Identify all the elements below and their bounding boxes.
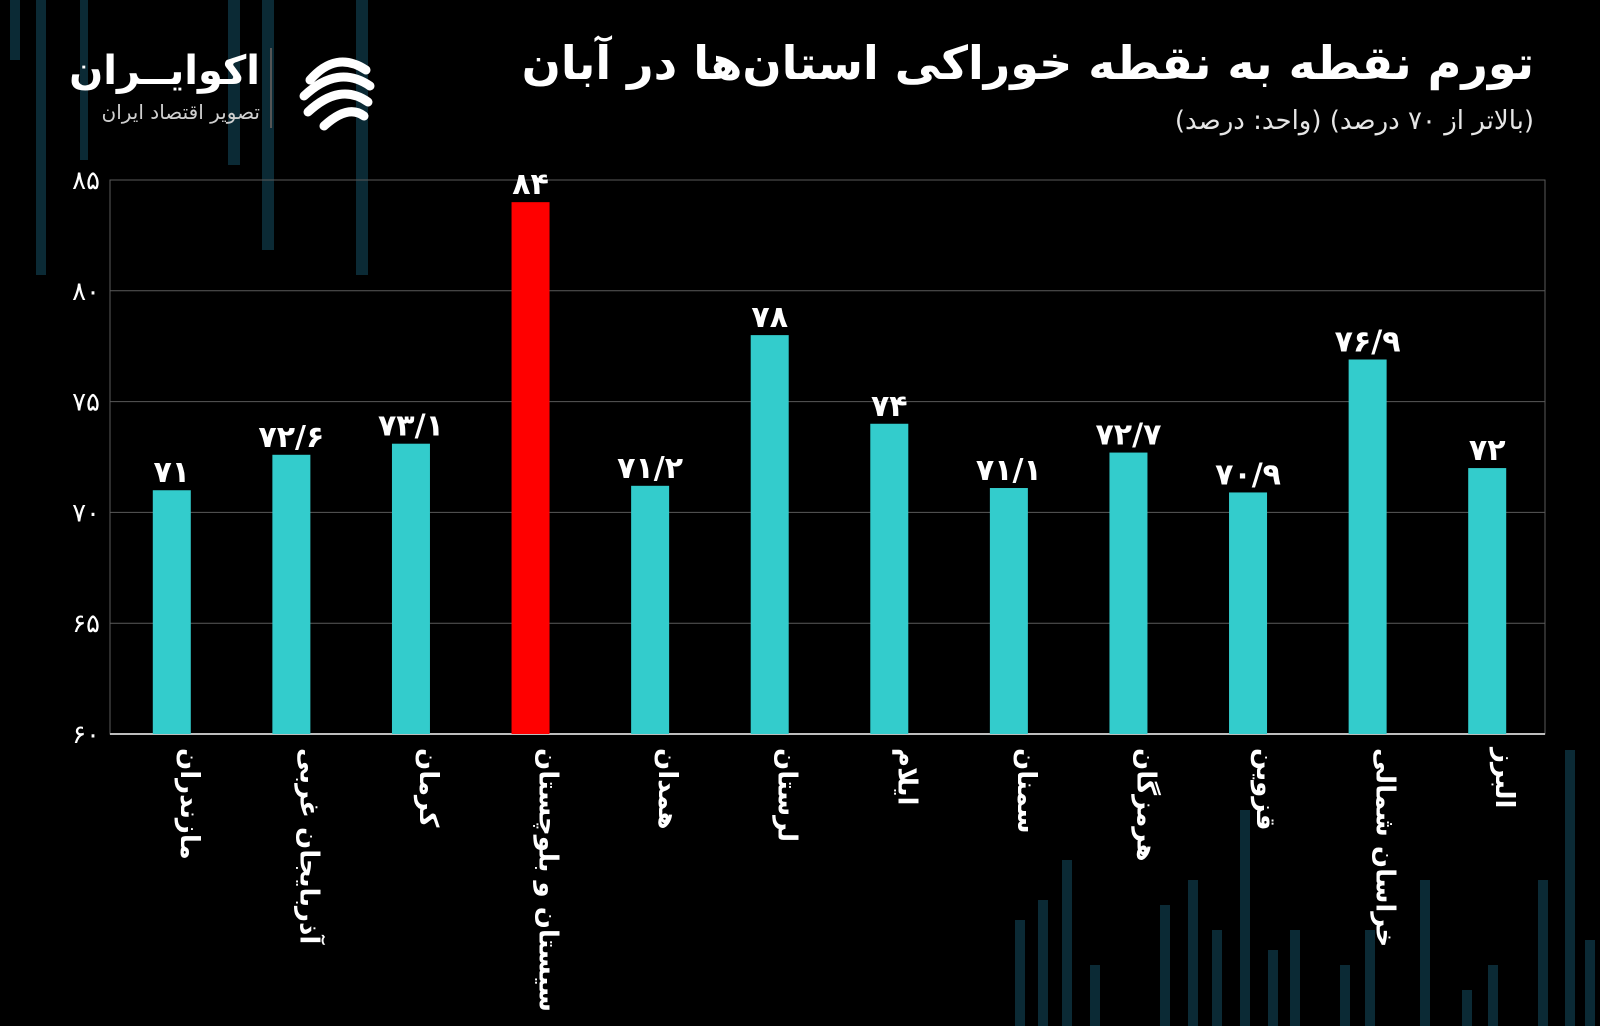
ekoiran-logo-icon: [288, 40, 384, 136]
y-tick-label: ۶۰: [72, 720, 100, 750]
x-tick-label: هرمزگان: [1130, 748, 1161, 862]
x-tick-label: سمنان: [1011, 748, 1041, 834]
data-label: ۸۴: [512, 167, 549, 202]
chart-title: تورم نقطه به نقطه خوراکی استان‌ها در آبا…: [521, 36, 1534, 90]
bar: [1468, 468, 1507, 734]
decoration-bar: [1565, 750, 1575, 1026]
x-tick-label: همدان: [652, 748, 682, 830]
bar: [870, 423, 909, 734]
y-tick-label: ۶۵: [72, 609, 100, 639]
data-label: ۷۱: [153, 455, 190, 490]
bar: [1348, 359, 1387, 734]
y-tick-label: ۷۰: [72, 498, 100, 528]
x-tick-label: قزوین: [1250, 748, 1280, 831]
x-tick-label: سیستان و بلوچستان: [533, 748, 563, 1012]
chart-subtitle: (بالاتر از ۷۰ درصد) (واحد: درصد): [1174, 106, 1534, 136]
x-tick-label: لرستان: [772, 748, 802, 842]
bar: [272, 454, 311, 734]
data-label: ۷۱/۱: [976, 453, 1042, 488]
bar: [750, 335, 789, 734]
bar: [391, 443, 430, 734]
decoration-bar: [1160, 905, 1170, 1026]
logo-divider: [270, 48, 272, 128]
decoration-bar: [1420, 880, 1430, 1026]
data-label: ۷۴: [871, 389, 908, 424]
data-label: ۷۳/۱: [378, 409, 444, 444]
brand-tagline: تصویر اقتصاد ایران: [101, 100, 260, 124]
decoration-bar: [1062, 860, 1072, 1026]
y-tick-label: ۸۰: [72, 277, 100, 307]
data-label: ۷۸: [751, 300, 788, 335]
decoration-bar: [1585, 940, 1595, 1026]
y-tick-label: ۷۵: [72, 388, 100, 418]
decoration-bar: [80, 0, 88, 160]
y-tick-label: ۸۵: [72, 166, 100, 196]
bar: [152, 490, 191, 734]
decoration-bar: [1538, 880, 1548, 1026]
bar: [1109, 452, 1148, 734]
bar: [511, 202, 550, 734]
data-label: ۷۲/۷: [1096, 418, 1162, 453]
data-label: ۷۰/۹: [1215, 457, 1281, 492]
x-tick-label: مازندران: [174, 748, 204, 860]
data-label: ۷۱/۲: [617, 451, 683, 486]
x-tick-label: آذربایجان غربی: [293, 748, 325, 945]
x-tick-label: ایلام: [891, 748, 921, 805]
plot-frame: [109, 179, 1546, 735]
decoration-bar: [1268, 950, 1278, 1026]
brand-name: اکوایــران: [69, 48, 260, 94]
x-tick-label: البرز: [1489, 746, 1519, 808]
x-tick-label: خراسان شمالی: [1370, 748, 1400, 947]
decoration-bar: [1462, 990, 1472, 1026]
data-label: ۷۲: [1469, 433, 1506, 468]
decoration-bar: [1290, 930, 1300, 1026]
decoration-bar: [1015, 920, 1025, 1026]
bar: [631, 485, 670, 734]
bar: [989, 488, 1028, 734]
decoration-bar: [1240, 810, 1250, 1026]
decoration-bar: [1488, 965, 1498, 1026]
decoration-bar: [1038, 900, 1048, 1026]
bar: [1229, 492, 1268, 734]
data-label: ۷۲/۶: [258, 420, 324, 455]
decoration-bar: [1090, 965, 1100, 1026]
decoration-bar: [1188, 880, 1198, 1026]
decoration-bar: [10, 0, 20, 60]
decoration-bar: [228, 0, 240, 165]
decoration-bar: [36, 0, 46, 275]
decoration-bar: [1340, 965, 1350, 1026]
decoration-bar: [1365, 930, 1375, 1026]
data-label: ۷۶/۹: [1335, 324, 1401, 359]
x-tick-label: کرمان: [413, 748, 443, 828]
decoration-bar: [1212, 930, 1222, 1026]
